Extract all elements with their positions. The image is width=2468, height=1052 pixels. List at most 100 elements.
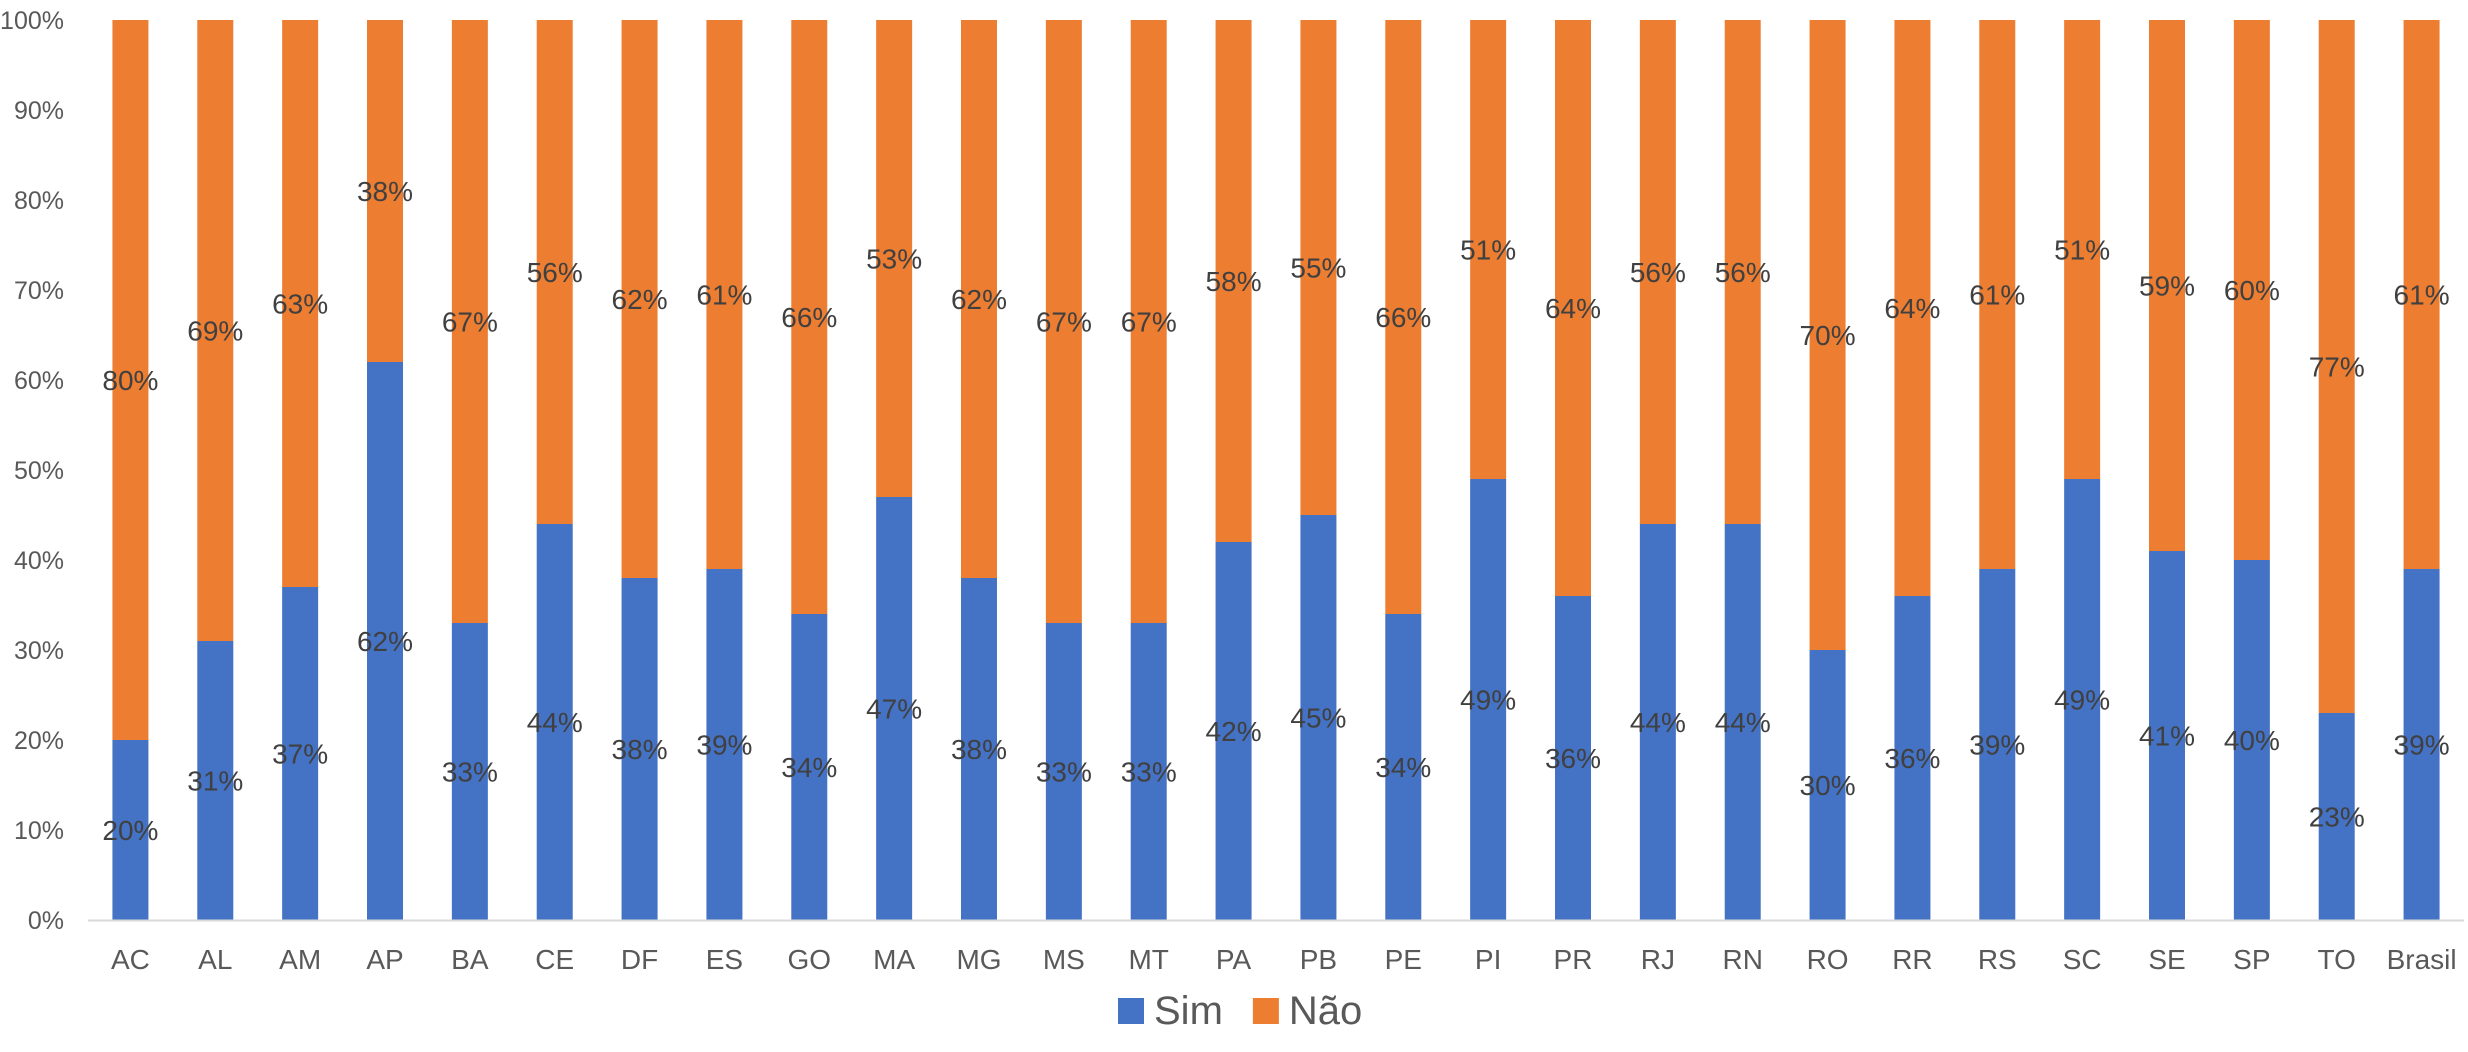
bar-sim-es: [706, 569, 743, 920]
data-labels: 20% 80% 31% 69% 37% 63% 62% 38% 33% 67% 44% 56% 38% 6…: [102, 176, 2449, 846]
data-label-sim: 62%: [357, 626, 413, 657]
data-label-sim: 36%: [1545, 743, 1601, 774]
bar-sim-ap: [367, 362, 403, 920]
y-tick-label: 80%: [14, 187, 64, 215]
x-category-label: AL: [198, 944, 232, 975]
data-label-não: 67%: [442, 307, 498, 338]
y-tick-label: 10%: [14, 817, 64, 845]
bar-não-es: [706, 20, 743, 569]
data-label-sim: 33%: [1036, 757, 1092, 788]
bar-sim-pa: [1215, 542, 1252, 920]
data-label-sim: 44%: [1630, 707, 1686, 738]
bar-sim-sc: [2064, 479, 2101, 920]
bar-sim-am: [282, 587, 319, 920]
x-category-label: RR: [1892, 944, 1932, 975]
bar-sim-ce: [536, 524, 573, 920]
data-label-não: 66%: [781, 302, 837, 333]
data-label-não: 56%: [1715, 257, 1771, 288]
data-label-sim: 37%: [272, 739, 328, 770]
bar-não-brasil: [2403, 20, 2440, 569]
data-label-não: 67%: [1036, 307, 1092, 338]
data-label-não: 38%: [357, 176, 413, 207]
bar-sim-ms: [1045, 623, 1082, 920]
data-label-sim: 42%: [1206, 716, 1262, 747]
data-label-não: 51%: [2054, 235, 2110, 266]
bar-sim-go: [791, 614, 828, 920]
bar-sim-rs: [1979, 569, 2016, 920]
bar-sim-mg: [961, 578, 997, 920]
x-category-label: CE: [535, 944, 574, 975]
data-label-sim: 47%: [866, 694, 922, 725]
bar-não-df: [621, 20, 658, 578]
x-category-label: DF: [621, 944, 658, 975]
data-label-sim: 45%: [1290, 703, 1346, 734]
x-category-label: AM: [279, 944, 321, 975]
data-label-sim: 49%: [1460, 685, 1516, 716]
data-label-não: 67%: [1121, 307, 1177, 338]
y-tick-label: 100%: [0, 7, 64, 35]
bar-não-mg: [961, 20, 997, 578]
data-label-não: 56%: [527, 257, 583, 288]
bar-não-pr: [1555, 20, 1591, 596]
x-category-label: RS: [1978, 944, 2017, 975]
x-category-label: MG: [956, 944, 1001, 975]
data-label-sim: 31%: [187, 766, 243, 797]
bar-não-rs: [1979, 20, 2016, 569]
bar-sim-pr: [1555, 596, 1591, 920]
bar-não-to: [2318, 20, 2355, 713]
data-label-não: 59%: [2139, 271, 2195, 302]
x-category-label: AC: [111, 944, 150, 975]
legend-swatch-sim: [1118, 998, 1144, 1024]
bar-sim-al: [197, 641, 234, 920]
y-tick-label: 40%: [14, 547, 64, 575]
data-label-sim: 41%: [2139, 721, 2195, 752]
data-label-não: 77%: [2309, 352, 2365, 383]
data-label-sim: 38%: [612, 734, 668, 765]
x-category-label: PI: [1475, 944, 1501, 975]
data-label-não: 60%: [2224, 275, 2280, 306]
x-category-label: GO: [788, 944, 832, 975]
bar-sim-rj: [1639, 524, 1676, 920]
data-label-não: 51%: [1460, 235, 1516, 266]
bar-não-rr: [1894, 20, 1931, 596]
data-label-sim: 36%: [1884, 743, 1940, 774]
data-label-sim: 34%: [781, 752, 837, 783]
x-category-label: RO: [1807, 944, 1849, 975]
data-label-não: 66%: [1375, 302, 1431, 333]
data-label-não: 80%: [102, 365, 158, 396]
bar-não-ac: [112, 20, 149, 740]
x-category-label: SP: [2233, 944, 2270, 975]
bar-sim-rn: [1724, 524, 1761, 920]
y-axis: 0% 10% 20% 30% 40% 50% 60% 70% 80% 90% 100%: [0, 7, 64, 935]
data-label-não: 62%: [951, 284, 1007, 315]
x-category-label: PE: [1385, 944, 1422, 975]
data-label-não: 64%: [1545, 293, 1601, 324]
data-label-sim: 40%: [2224, 725, 2280, 756]
bar-não-go: [791, 20, 828, 614]
data-label-sim: 39%: [2394, 730, 2450, 761]
y-tick-label: 50%: [14, 457, 64, 485]
data-label-sim: 20%: [102, 815, 158, 846]
bar-não-al: [197, 20, 234, 641]
bar-sim-sp: [2233, 560, 2270, 920]
y-tick-label: 70%: [14, 277, 64, 305]
x-axis: AC AL AM AP BA CE DF ES GO MA MG MS MT PA PB PE PI PR RJ RN…: [88, 919, 2464, 975]
bar-sim-pi: [1470, 479, 1507, 920]
data-label-não: 61%: [696, 280, 752, 311]
bar-não-pb: [1300, 20, 1337, 515]
data-label-não: 55%: [1290, 253, 1346, 284]
bar-não-sc: [2064, 20, 2101, 479]
data-label-não: 63%: [272, 289, 328, 320]
x-category-label: RN: [1722, 944, 1762, 975]
data-label-sim: 44%: [1715, 707, 1771, 738]
data-label-não: 64%: [1884, 293, 1940, 324]
x-category-label: AP: [366, 944, 403, 975]
x-category-label: SE: [2148, 944, 2185, 975]
bar-sim-pe: [1385, 614, 1422, 920]
bar-sim-brasil: [2403, 569, 2440, 920]
legend-label-não: Não: [1289, 989, 1362, 1033]
legend-swatch-não: [1252, 998, 1279, 1024]
bar-não-mt: [1130, 20, 1167, 623]
x-category-label: Brasil: [2387, 944, 2457, 975]
data-label-sim: 23%: [2309, 802, 2365, 833]
